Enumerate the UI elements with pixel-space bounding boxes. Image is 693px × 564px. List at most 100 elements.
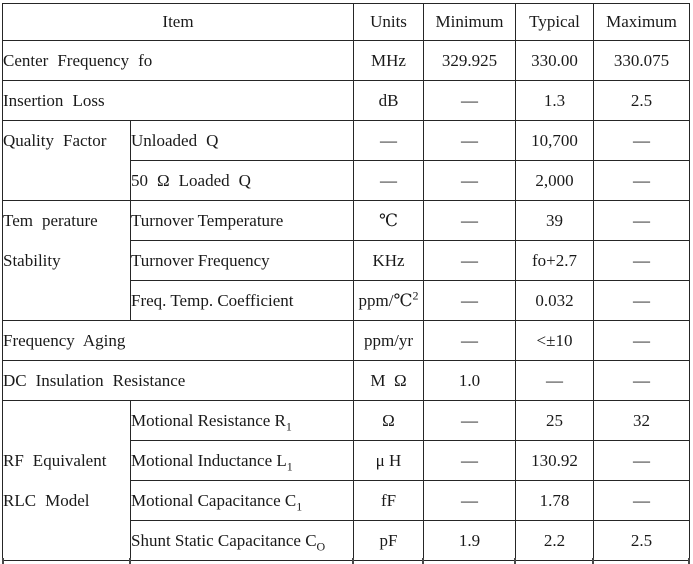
min-motional-resistance: —: [423, 400, 516, 441]
max-freq-temp-coefficient: —: [593, 280, 690, 321]
item-insertion-loss: Insertion Loss: [2, 80, 354, 121]
row-unloaded-q: Quality Factor Unloaded Q — — 10,700 —: [2, 120, 690, 201]
typ-motional-capacitance: 1.78: [515, 480, 594, 521]
next-row-stub: [592, 558, 594, 564]
group-quality-factor: Quality Factor: [2, 120, 131, 201]
max-unloaded-q: —: [593, 120, 690, 161]
header-maximum: Maximum: [593, 3, 690, 41]
item-frequency-aging: Frequency Aging: [2, 320, 354, 361]
item-text: Motional Capacitance C: [131, 490, 297, 510]
typ-freq-temp-coefficient: 0.032: [515, 280, 594, 321]
item-text: Shunt Static Capacitance C: [131, 530, 317, 550]
item-motional-inductance: Motional Inductance L1: [130, 440, 354, 481]
item-subscript: 1: [285, 418, 292, 433]
typ-turnover-frequency: fo+2.7: [515, 240, 594, 281]
min-center-frequency: 329.925: [423, 40, 516, 81]
max-center-frequency: 330.075: [593, 40, 690, 81]
units-motional-inductance: μ H: [353, 440, 424, 481]
row-center-frequency: Center Frequency fo MHz 329.925 330.00 3…: [2, 40, 690, 81]
min-turnover-temperature: —: [423, 200, 516, 241]
typ-insertion-loss: 1.3: [515, 80, 594, 121]
next-row-stub: [422, 558, 424, 564]
row-motional-capacitance: Motional Capacitance C1 fF — 1.78 —: [3, 480, 690, 521]
item-center-frequency: Center Frequency fo: [2, 40, 354, 81]
min-insertion-loss: —: [423, 80, 516, 121]
item-unloaded-q: Unloaded Q: [130, 120, 354, 161]
units-superscript: 2: [412, 287, 419, 302]
units-text: ppm/℃: [358, 290, 413, 310]
header-typical: Typical: [515, 3, 594, 41]
min-frequency-aging: —: [423, 320, 516, 361]
units-insertion-loss: dB: [353, 80, 424, 121]
min-motional-capacitance: —: [423, 480, 516, 521]
item-subscript: 1: [286, 458, 293, 473]
header-minimum: Minimum: [423, 3, 516, 41]
max-motional-inductance: —: [593, 440, 690, 481]
row-shunt-static-capacitance: Shunt Static Capacitance CO pF 1.9 2.2 2…: [3, 520, 690, 561]
units-turnover-frequency: KHz: [353, 240, 424, 281]
item-freq-temp-coefficient: Freq. Temp. Coefficient: [130, 280, 354, 321]
row-turnover-temperature: Tem perature Stability Turnover Temperat…: [2, 200, 690, 321]
typ-center-frequency: 330.00: [515, 40, 594, 81]
row-frequency-aging: Frequency Aging ppm/yr — <±10 —: [2, 320, 690, 361]
min-freq-temp-coefficient: —: [423, 280, 516, 321]
min-shunt-static-capacitance: 1.9: [423, 520, 516, 561]
next-row-stub: [352, 558, 354, 564]
units-unloaded-q: —: [353, 120, 424, 161]
max-turnover-temperature: —: [593, 200, 690, 241]
item-text: Motional Resistance R: [131, 410, 286, 430]
header-row: Item Units Minimum Typical Maximum: [2, 3, 690, 41]
item-dc-insulation-resistance: DC Insulation Resistance: [2, 360, 354, 401]
next-row-stub: [2, 558, 4, 564]
units-freq-temp-coefficient: ppm/℃2: [353, 280, 424, 321]
min-motional-inductance: —: [423, 440, 516, 481]
typ-loaded-q: 2,000: [515, 160, 594, 201]
row-loaded-q: 50 Ω Loaded Q — — 2,000 —: [3, 160, 690, 201]
max-turnover-frequency: —: [593, 240, 690, 281]
item-motional-capacitance: Motional Capacitance C1: [130, 480, 354, 521]
group-temperature-stability: Tem perature Stability: [2, 200, 131, 321]
next-row-stub: [129, 558, 131, 564]
typ-motional-resistance: 25: [515, 400, 594, 441]
header-units: Units: [353, 3, 424, 41]
min-unloaded-q: —: [423, 120, 516, 161]
row-turnover-frequency: Turnover Frequency KHz — fo+2.7 —: [3, 240, 690, 281]
row-motional-resistance: RF Equivalent RLC Model Motional Resista…: [2, 400, 690, 561]
item-turnover-temperature: Turnover Temperature: [130, 200, 354, 241]
group-temperature-line2: Stability: [3, 251, 61, 270]
units-loaded-q: —: [353, 160, 424, 201]
next-row-stub: [514, 558, 516, 564]
item-subscript: O: [316, 538, 326, 553]
item-subscript: 1: [296, 498, 303, 513]
group-temperature-line1: Tem perature: [3, 211, 98, 230]
group-rf-model: RF Equivalent RLC Model: [2, 400, 131, 561]
item-motional-resistance: Motional Resistance R1: [130, 400, 354, 441]
item-text: Motional Inductance L: [131, 450, 287, 470]
min-loaded-q: —: [423, 160, 516, 201]
min-dc-insulation-resistance: 1.0: [423, 360, 516, 401]
row-freq-temp-coefficient: Freq. Temp. Coefficient ppm/℃2 — 0.032 —: [3, 280, 690, 321]
max-frequency-aging: —: [593, 320, 690, 361]
max-shunt-static-capacitance: 2.5: [593, 520, 690, 561]
typ-frequency-aging: <±10: [515, 320, 594, 361]
typ-turnover-temperature: 39: [515, 200, 594, 241]
next-row-stub: [688, 558, 690, 564]
max-motional-capacitance: —: [593, 480, 690, 521]
units-motional-resistance: Ω: [353, 400, 424, 441]
row-dc-insulation-resistance: DC Insulation Resistance M Ω 1.0 — —: [2, 360, 690, 401]
header-item: Item: [2, 3, 354, 41]
item-shunt-static-capacitance: Shunt Static Capacitance CO: [130, 520, 354, 561]
max-insertion-loss: 2.5: [593, 80, 690, 121]
max-motional-resistance: 32: [593, 400, 690, 441]
group-quality-factor-label: Quality Factor: [3, 131, 107, 150]
max-dc-insulation-resistance: —: [593, 360, 690, 401]
spec-table: Item Units Minimum Typical Maximum Cente…: [2, 3, 690, 561]
min-turnover-frequency: —: [423, 240, 516, 281]
units-shunt-static-capacitance: pF: [353, 520, 424, 561]
group-rf-line1: RF Equivalent: [3, 450, 107, 470]
typ-unloaded-q: 10,700: [515, 120, 594, 161]
typ-motional-inductance: 130.92: [515, 440, 594, 481]
typ-shunt-static-capacitance: 2.2: [515, 520, 594, 561]
units-dc-insulation-resistance: M Ω: [353, 360, 424, 401]
